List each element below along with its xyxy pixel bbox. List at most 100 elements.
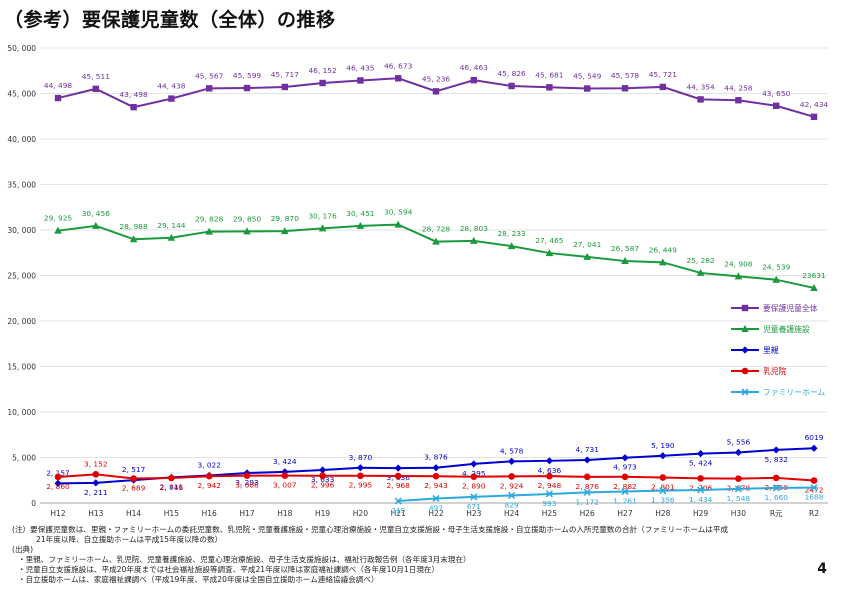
- data-label: 829: [505, 500, 519, 509]
- data-label: 3, 870: [349, 453, 373, 462]
- data-label: 26, 587: [611, 244, 640, 253]
- page-title: （参考）要保護児童数（全体）の推移: [4, 9, 336, 31]
- data-point: [357, 77, 364, 84]
- data-label: 25, 282: [686, 256, 714, 265]
- data-label: 29, 850: [233, 214, 262, 223]
- data-point: [741, 304, 749, 312]
- data-point: [697, 450, 705, 458]
- y-tick-label: 5, 000: [12, 454, 36, 463]
- data-label: 28, 233: [497, 229, 526, 238]
- data-label: 45, 599: [233, 71, 262, 80]
- data-label: 44, 258: [724, 83, 753, 92]
- y-tick-label: 30, 000: [7, 226, 36, 235]
- x-tick-label: H29: [693, 509, 708, 518]
- legend-label: 児童養護施設: [763, 324, 810, 334]
- data-label: 2, 890: [462, 482, 486, 491]
- data-point: [54, 473, 62, 481]
- data-point: [508, 473, 515, 480]
- data-label: 2, 706: [689, 483, 713, 492]
- data-point: [659, 487, 667, 495]
- data-label: 27, 465: [535, 236, 564, 245]
- legend-label: 要保護児童全体: [763, 303, 818, 313]
- data-label: 2, 689: [122, 484, 146, 493]
- data-point: [243, 84, 251, 92]
- data-label: 28, 988: [119, 222, 148, 231]
- data-label: 671: [467, 502, 481, 511]
- data-point: [432, 472, 440, 480]
- data-point: [130, 103, 137, 111]
- data-point: [583, 473, 591, 481]
- data-point: [54, 94, 62, 102]
- data-point: [545, 249, 554, 257]
- data-point: [356, 464, 364, 472]
- source-line: ・児童自立支援施設は、平成20年度までは社会福祉施設等調査、平成21年度以降は家…: [18, 565, 440, 575]
- data-point: [470, 493, 478, 501]
- data-label: 1, 356: [651, 496, 675, 505]
- data-label: 5, 556: [727, 437, 751, 446]
- data-point: [470, 473, 478, 481]
- data-point: [357, 472, 364, 480]
- data-label: 45, 578: [611, 71, 640, 80]
- data-point: [92, 471, 100, 478]
- data-label: 45, 236: [422, 74, 451, 83]
- data-label: 26, 449: [649, 245, 678, 254]
- data-label: 993: [542, 499, 556, 508]
- data-point: [281, 472, 289, 479]
- data-label: 3, 152: [84, 459, 108, 468]
- data-point: [546, 84, 553, 91]
- data-label: 45, 681: [535, 70, 564, 79]
- data-label: 1, 172: [575, 497, 599, 506]
- data-point: [772, 484, 780, 492]
- data-label: 3, 876: [424, 453, 448, 462]
- data-label: 44, 438: [157, 82, 186, 91]
- data-label: 4, 731: [575, 445, 599, 454]
- note-line: (注）要保護児童数は、里親・ファミリーホームの委託児童数、乳児院・児童養護施設・…: [12, 525, 729, 534]
- data-point: [810, 113, 818, 121]
- data-point: [281, 227, 289, 235]
- data-point: [394, 497, 402, 505]
- y-tick-label: 40, 000: [7, 135, 36, 144]
- data-point: [697, 486, 705, 494]
- data-point: [773, 102, 780, 109]
- data-point: [470, 236, 478, 244]
- data-point: [659, 452, 667, 460]
- data-label: 46, 435: [346, 63, 375, 72]
- x-tick-label: H12: [50, 509, 65, 518]
- data-point: [697, 96, 704, 103]
- data-label: 45, 511: [82, 72, 111, 81]
- data-point: [810, 283, 818, 291]
- data-point: [659, 83, 666, 91]
- data-label: 1, 548: [727, 494, 751, 503]
- data-label: 2, 517: [122, 465, 146, 474]
- data-point: [584, 85, 591, 92]
- data-label: 27, 041: [573, 240, 602, 249]
- data-point: [168, 95, 175, 102]
- data-point: [319, 466, 327, 474]
- x-tick-label: H16: [202, 509, 217, 518]
- data-label: 29, 144: [157, 221, 186, 230]
- data-label: 46, 152: [308, 66, 336, 75]
- data-point: [621, 473, 629, 481]
- data-label: 28, 803: [460, 224, 489, 233]
- data-label: 45, 549: [573, 72, 602, 81]
- x-tick-label: H21: [391, 509, 406, 518]
- data-point: [772, 474, 780, 482]
- data-point: [545, 490, 553, 498]
- data-label: 4, 636: [538, 466, 562, 475]
- data-point: [583, 456, 591, 464]
- data-point: [92, 85, 99, 93]
- data-point: [741, 388, 749, 396]
- data-point: [810, 444, 818, 452]
- y-tick-label: 15, 000: [7, 363, 36, 372]
- data-point: [206, 85, 213, 92]
- data-label: 30, 594: [384, 208, 413, 217]
- data-point: [734, 448, 742, 457]
- data-label: 46, 463: [460, 63, 489, 72]
- data-label: 44, 498: [44, 81, 73, 90]
- source-line: ・自立援助ホームは、家庭福祉課調べ（平成19年度、平成20年度は全国自立援助ホー…: [18, 575, 379, 585]
- x-tick-label: H19: [315, 509, 330, 518]
- x-tick-label: H22: [428, 509, 443, 518]
- data-point: [432, 494, 440, 503]
- data-point: [546, 472, 553, 480]
- y-tick-label: 0: [31, 499, 36, 508]
